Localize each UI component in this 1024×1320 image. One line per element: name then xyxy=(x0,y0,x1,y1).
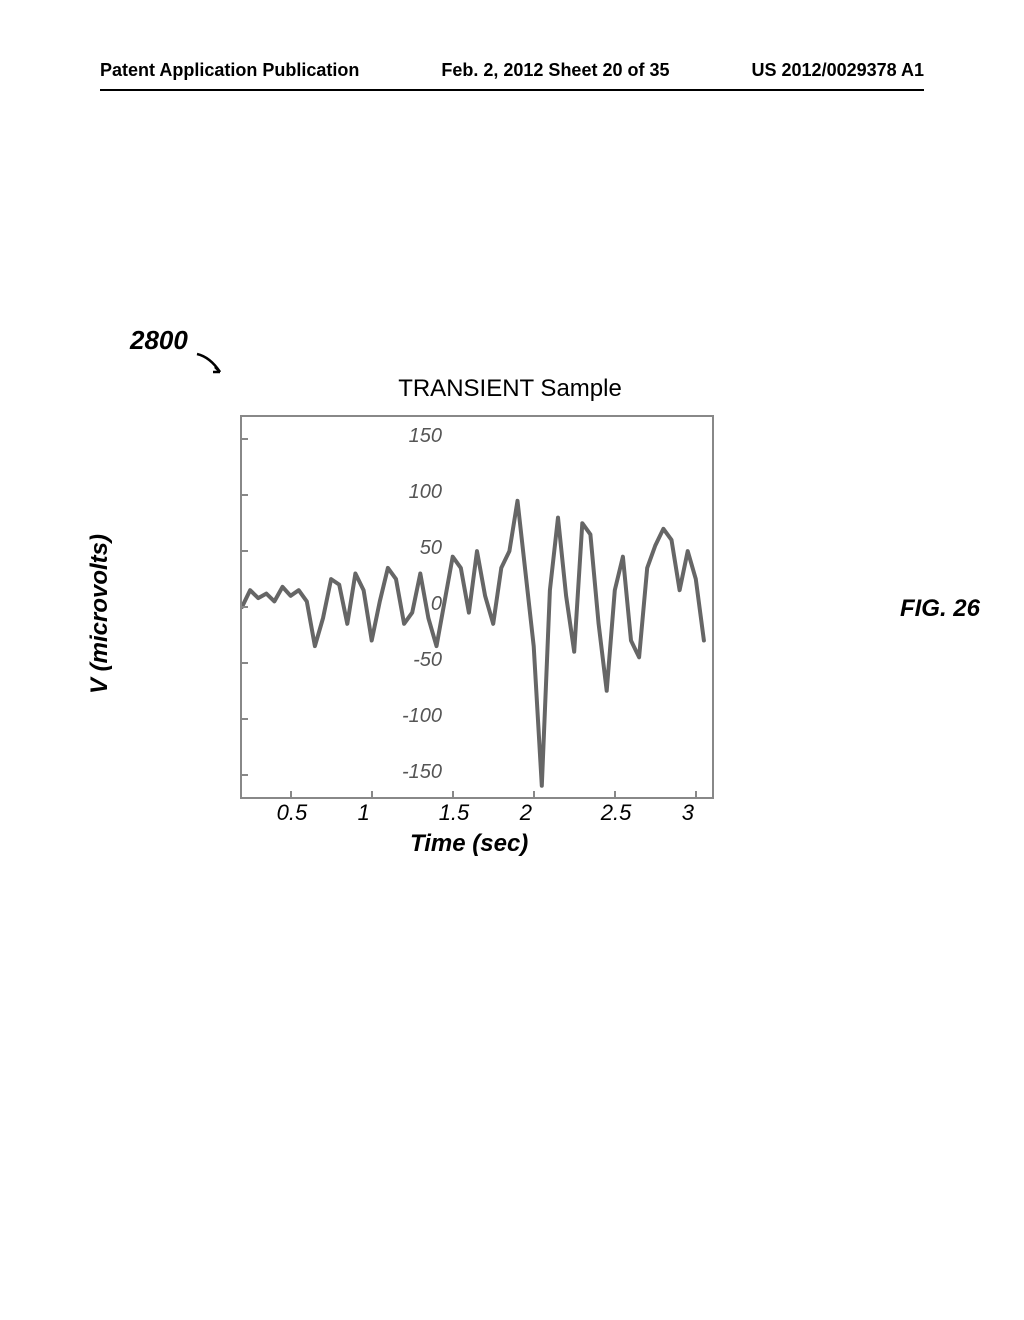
plot-area xyxy=(240,415,714,799)
x-axis-label: Time (sec) xyxy=(410,830,528,858)
figure-label: FIG. 26 xyxy=(900,595,980,623)
y-axis-label: V (microvolts) xyxy=(86,534,114,694)
arrow-icon xyxy=(195,352,225,377)
page-header: Patent Application Publication Feb. 2, 2… xyxy=(0,60,1024,91)
header-center: Feb. 2, 2012 Sheet 20 of 35 xyxy=(441,60,669,81)
reference-number: 2800 xyxy=(130,325,188,356)
header-right: US 2012/0029378 A1 xyxy=(752,60,924,81)
header-rule xyxy=(100,89,924,91)
x-tick-label: 0.5 xyxy=(277,800,308,826)
x-tick-label: 2.5 xyxy=(601,800,632,826)
x-tick-label: 2 xyxy=(520,800,532,826)
x-tick-label: 3 xyxy=(682,800,694,826)
chart-title: TRANSIENT Sample xyxy=(398,375,622,403)
waveform-line xyxy=(242,417,712,797)
chart-container: 2800 TRANSIENT Sample V (microvolts) Tim… xyxy=(100,380,920,880)
x-tick-label: 1 xyxy=(358,800,370,826)
header-left: Patent Application Publication xyxy=(100,60,359,81)
x-tick-label: 1.5 xyxy=(439,800,470,826)
